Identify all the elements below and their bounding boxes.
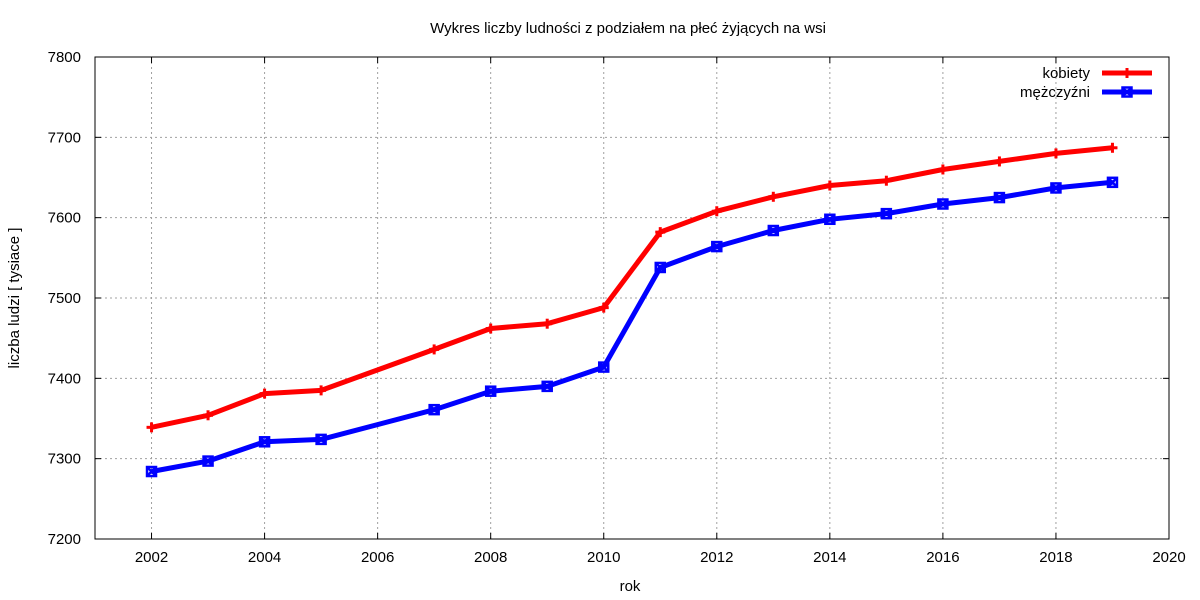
cross-square-marker: [880, 207, 893, 220]
cross-square-marker: [1121, 86, 1133, 98]
cross-square-marker: [484, 385, 497, 397]
y-tick-label: 7800: [48, 49, 81, 66]
grid: [95, 57, 1169, 539]
y-tick-label: 7600: [48, 210, 81, 227]
cross-square-marker: [315, 433, 327, 446]
y-tick-label: 7300: [48, 451, 81, 468]
y-tick-label: 7400: [48, 370, 81, 387]
y-tick-label: 7700: [48, 129, 81, 146]
cross-square-marker: [824, 213, 836, 226]
cross-square-marker: [711, 240, 723, 253]
cross-square-marker: [937, 198, 949, 210]
plus-marker: [768, 191, 779, 202]
x-tick-label: 2002: [135, 549, 168, 566]
cross-square-marker: [767, 224, 780, 237]
y-axis-ticks: 7200 7300 7400 7500 7600 7700 7800: [48, 49, 1169, 548]
plus-marker: [429, 344, 440, 355]
x-axis-ticks: 2002 2004 2006 2008 2010 2012 2014 2016 2018 2020: [135, 57, 1186, 566]
plus-marker: [203, 410, 214, 421]
y-tick-label: 7500: [48, 290, 81, 307]
cross-square-marker: [597, 361, 610, 373]
y-axis-label: liczba ludzi [ tysiace ]: [6, 228, 23, 369]
x-tick-label: 2018: [1039, 549, 1072, 566]
plus-marker: [994, 156, 1005, 167]
cross-square-marker: [654, 261, 667, 274]
cross-square-marker: [145, 465, 158, 478]
series-line: [150, 145, 1113, 430]
x-tick-label: 2008: [474, 549, 507, 566]
series-1: [146, 142, 1118, 433]
series-2: [145, 176, 1119, 478]
plus-marker: [655, 227, 666, 238]
plus-marker: [824, 180, 835, 191]
cross-square-marker: [258, 436, 271, 448]
plus-marker: [485, 323, 496, 334]
x-axis-label: rok: [620, 578, 641, 595]
plus-marker: [1122, 68, 1132, 78]
x-tick-label: 2016: [926, 549, 959, 566]
plus-marker: [1107, 142, 1118, 153]
plus-marker: [937, 164, 948, 175]
plus-marker: [259, 388, 270, 399]
x-tick-label: 2020: [1152, 549, 1185, 566]
x-tick-label: 2010: [587, 549, 620, 566]
plus-marker: [146, 422, 157, 433]
cross-square-marker: [1050, 182, 1062, 194]
cross-square-marker: [993, 191, 1006, 204]
x-tick-label: 2014: [813, 549, 846, 566]
series-line: [151, 179, 1113, 474]
series-layer: [145, 142, 1119, 478]
y-tick-label: 7200: [48, 531, 81, 548]
legend-label: mężczyźni: [1020, 84, 1090, 101]
cross-square-marker: [1106, 176, 1119, 189]
chart-title: Wykres liczby ludności z podziałem na pł…: [430, 20, 826, 37]
plus-marker: [711, 206, 722, 217]
cross-square-marker: [428, 403, 440, 416]
cross-square-marker: [541, 380, 553, 393]
legend-item: mężczyźni: [1020, 84, 1152, 101]
cross-square-marker: [202, 455, 214, 467]
legend-item: kobiety: [1042, 65, 1152, 82]
legend-label: kobiety: [1042, 65, 1090, 82]
plus-marker: [1050, 148, 1061, 159]
plus-marker: [881, 175, 892, 186]
x-tick-label: 2006: [361, 549, 394, 566]
x-tick-label: 2004: [248, 549, 281, 566]
plus-marker: [598, 302, 609, 313]
plus-marker: [316, 385, 327, 396]
legend: kobiety mężczyźni: [1020, 65, 1152, 101]
plus-marker: [542, 318, 553, 329]
x-tick-label: 2012: [700, 549, 733, 566]
